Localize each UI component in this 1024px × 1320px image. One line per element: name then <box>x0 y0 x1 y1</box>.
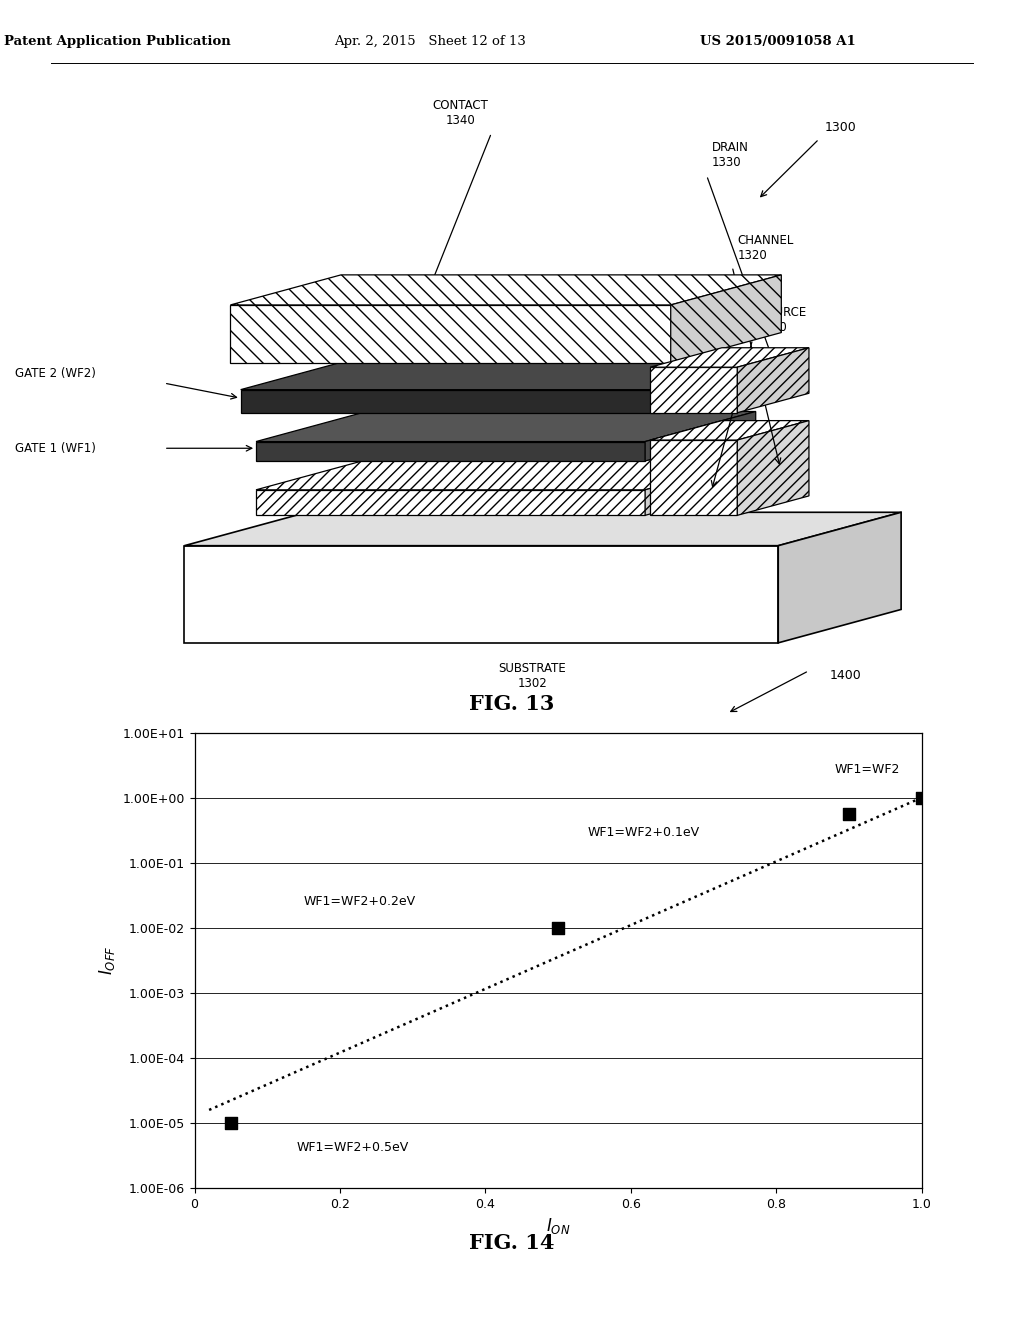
Polygon shape <box>660 359 771 413</box>
Polygon shape <box>256 459 756 490</box>
Polygon shape <box>241 359 771 389</box>
Polygon shape <box>645 412 756 461</box>
Polygon shape <box>230 305 671 363</box>
Text: WF1=WF2+0.1eV: WF1=WF2+0.1eV <box>587 826 699 840</box>
Text: GATE 1 (WF1): GATE 1 (WF1) <box>15 442 96 455</box>
Text: FIG. 13: FIG. 13 <box>469 694 555 714</box>
Text: SUBSTRATE
1302: SUBSTRATE 1302 <box>499 663 566 690</box>
Text: 1400: 1400 <box>829 669 861 682</box>
X-axis label: $I_{ON}$: $I_{ON}$ <box>546 1216 570 1237</box>
Polygon shape <box>650 421 809 440</box>
Polygon shape <box>650 347 809 367</box>
Polygon shape <box>737 347 809 413</box>
Polygon shape <box>256 490 645 515</box>
Text: FIG. 14: FIG. 14 <box>469 1233 555 1254</box>
Polygon shape <box>241 389 660 413</box>
Point <box>841 804 857 825</box>
Text: Apr. 2, 2015   Sheet 12 of 13: Apr. 2, 2015 Sheet 12 of 13 <box>334 36 526 49</box>
Polygon shape <box>256 412 756 442</box>
Text: GATE 2 (WF2): GATE 2 (WF2) <box>15 367 96 380</box>
Polygon shape <box>778 512 901 643</box>
Text: SOURCE
1310: SOURCE 1310 <box>758 306 806 334</box>
Polygon shape <box>650 367 737 413</box>
Polygon shape <box>184 512 901 545</box>
Text: CHANNEL
1320: CHANNEL 1320 <box>737 234 794 261</box>
Text: DRAIN
1330: DRAIN 1330 <box>712 141 749 169</box>
Text: WF1=WF2+0.2eV: WF1=WF2+0.2eV <box>303 895 416 908</box>
Polygon shape <box>671 275 781 363</box>
Polygon shape <box>737 421 809 515</box>
Point <box>550 917 566 939</box>
Point <box>223 1113 240 1134</box>
Polygon shape <box>256 442 645 461</box>
Text: Patent Application Publication: Patent Application Publication <box>4 36 231 49</box>
Text: 1300: 1300 <box>824 121 856 135</box>
Point <box>913 787 930 808</box>
Polygon shape <box>184 545 778 643</box>
Y-axis label: $I_{OFF}$: $I_{OFF}$ <box>97 945 117 975</box>
Text: US 2015/0091058 A1: US 2015/0091058 A1 <box>700 36 856 49</box>
Polygon shape <box>645 459 756 515</box>
Text: WF1=WF2: WF1=WF2 <box>835 763 900 776</box>
Polygon shape <box>230 275 781 305</box>
Text: CONTACT
1340: CONTACT 1340 <box>433 99 488 127</box>
Polygon shape <box>650 440 737 515</box>
Text: WF1=WF2+0.5eV: WF1=WF2+0.5eV <box>296 1140 409 1154</box>
